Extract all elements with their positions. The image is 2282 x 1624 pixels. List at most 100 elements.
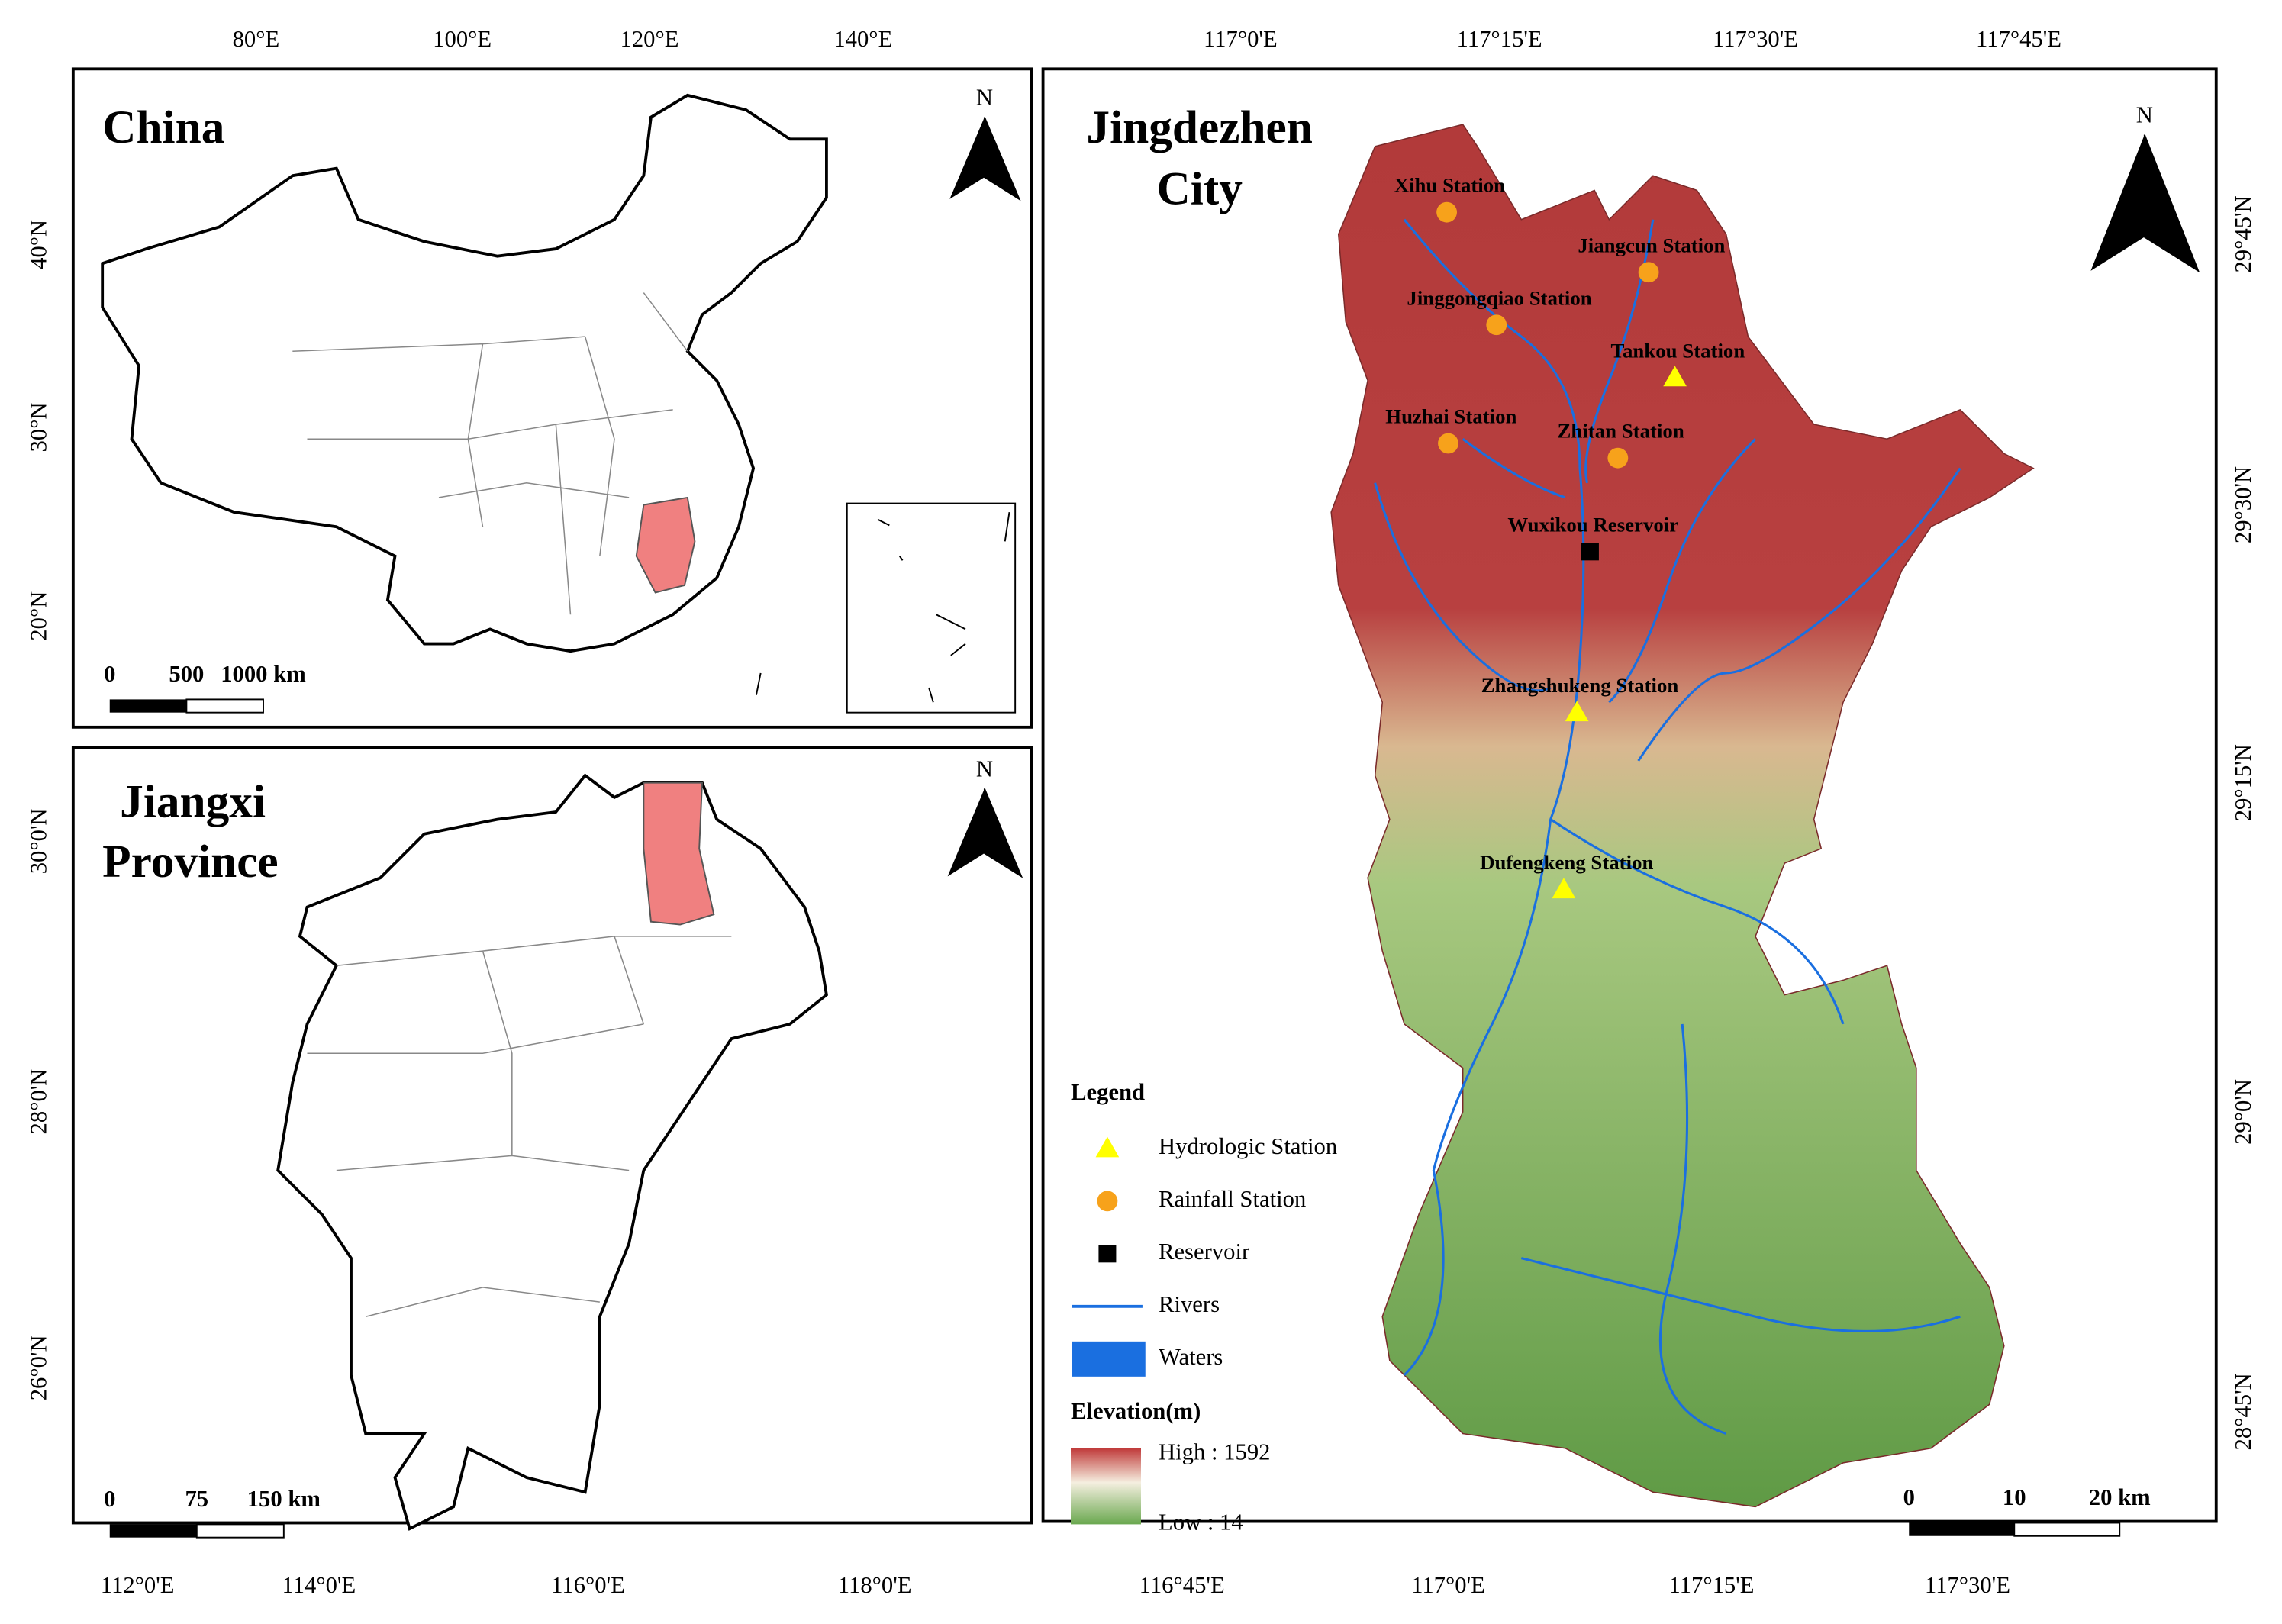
scale-label: 75 [185, 1486, 208, 1512]
scale-bar [1909, 1522, 2015, 1536]
x-tick-label: 120°E [620, 26, 679, 52]
y-tick-label: 29°30'N [2230, 466, 2256, 543]
x-tick-label: 114°0'E [282, 1572, 356, 1598]
x-tick-label: 116°45'E [1139, 1572, 1225, 1598]
north-arrow [983, 788, 1023, 878]
legend-symbol [1097, 1191, 1118, 1212]
scale-bar [109, 1524, 197, 1538]
north-label: N [976, 756, 993, 781]
x-tick-label: 117°30'E [1925, 1572, 2010, 1598]
x-tick-label: 140°E [833, 26, 892, 52]
legend-label: High : 1592 [1159, 1439, 1270, 1464]
north-label: N [2136, 102, 2153, 128]
x-tick-label: 117°15'E [1668, 1572, 1754, 1598]
x-tick-label: 80°E [233, 26, 280, 52]
rivers [1374, 218, 1961, 1436]
jingdezhen-highlight [643, 781, 715, 926]
legend-title: Legend [1071, 1079, 1145, 1105]
south-china-sea-inset [846, 502, 1017, 714]
city-boundaries [307, 936, 732, 1317]
scale-label: 10 [2003, 1484, 2026, 1510]
north-arrow [983, 117, 1021, 201]
legend-label: Reservoir [1159, 1239, 1249, 1265]
legend-symbol [1095, 1136, 1120, 1158]
station-label: Jinggongqiao Station [1407, 286, 1591, 309]
x-tick-label: 112°0'E [101, 1572, 175, 1598]
jiangxi-panel [71, 746, 1033, 1525]
scale-bar [195, 1523, 285, 1539]
x-tick-label: 117°15'E [1457, 26, 1542, 52]
station-marker [1565, 701, 1589, 722]
china-panel [71, 67, 1033, 729]
x-tick-label: 117°0'E [1204, 26, 1278, 52]
station-label: Zhitan Station [1558, 420, 1684, 443]
panel-title: Province [102, 836, 279, 888]
legend-label: Low : 14 [1159, 1509, 1243, 1535]
scale-label: 500 [169, 661, 204, 687]
scale-bar [185, 698, 264, 714]
north-arrow [2143, 134, 2200, 273]
station-label: Dufengkeng Station [1480, 851, 1653, 874]
x-tick-label: 118°0'E [838, 1572, 912, 1598]
station-marker [1552, 878, 1576, 899]
x-tick-label: 116°0'E [551, 1572, 625, 1598]
legend-label: Rainfall Station [1159, 1186, 1306, 1212]
y-tick-label: 29°0'N [2230, 1079, 2256, 1145]
islands [755, 511, 1010, 703]
legend-label: Hydrologic Station [1159, 1133, 1337, 1159]
jiangxi-outline [276, 773, 828, 1531]
jiangxi-highlight [635, 496, 696, 594]
station-label: Jiangcun Station [1578, 234, 1725, 256]
scale-label: 0 [104, 1486, 115, 1512]
station-label: Zhangshukeng Station [1481, 674, 1679, 697]
scale-label: 20 km [2089, 1484, 2151, 1510]
station-label: Huzhai Station [1385, 405, 1516, 428]
station-label: Wuxikou Reservoir [1507, 513, 1678, 536]
station-label: Xihu Station [1394, 174, 1505, 197]
station-marker [1663, 366, 1687, 387]
legend-elevation-ramp [1071, 1448, 1141, 1525]
x-tick-label: 100°E [433, 26, 492, 52]
x-tick-label: 117°0'E [1411, 1572, 1485, 1598]
scale-label: 1000 km [221, 661, 306, 687]
y-tick-label: 29°45'N [2230, 195, 2256, 272]
y-tick-label: 20°N [26, 591, 52, 641]
legend-title: Elevation(m) [1071, 1398, 1201, 1424]
station-marker [1438, 433, 1458, 454]
station-label: Tankou Station [1611, 339, 1745, 362]
legend-symbol [1098, 1245, 1117, 1263]
scale-bar [109, 699, 187, 713]
north-arrow [2090, 134, 2145, 271]
panel-title: Jiangxi [120, 775, 266, 827]
north-arrow [949, 117, 985, 199]
y-tick-label: 28°0'N [26, 1069, 52, 1135]
north-label: N [976, 85, 993, 111]
scale-bar [2013, 1522, 2121, 1537]
station-marker [1638, 262, 1659, 283]
panel-title: Jingdezhen [1086, 102, 1312, 153]
station-marker [1581, 543, 1599, 561]
jingdezhen-panel [1041, 67, 2218, 1523]
north-arrow [947, 788, 985, 877]
panel-title: City [1156, 163, 1243, 214]
province-boundaries [292, 292, 688, 615]
panel-title: China [102, 102, 224, 153]
y-tick-label: 28°45'N [2230, 1373, 2256, 1450]
y-tick-label: 26°0'N [26, 1335, 52, 1400]
y-tick-label: 40°N [26, 220, 52, 269]
station-marker [1436, 201, 1457, 223]
scale-label: 0 [104, 661, 115, 687]
legend-symbol [1072, 1341, 1146, 1377]
x-tick-label: 117°30'E [1713, 26, 1798, 52]
china-outline [101, 93, 828, 653]
y-tick-label: 30°N [26, 402, 52, 452]
legend-label: Waters [1159, 1344, 1223, 1370]
station-marker [1486, 314, 1507, 336]
legend-label: Rivers [1159, 1291, 1220, 1317]
station-marker [1607, 447, 1629, 469]
y-tick-label: 29°15'N [2230, 744, 2256, 821]
scale-label: 0 [1903, 1484, 1915, 1510]
x-tick-label: 117°45'E [1976, 26, 2061, 52]
scale-label: 150 km [247, 1486, 321, 1512]
